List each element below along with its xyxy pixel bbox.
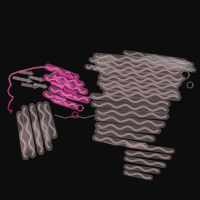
FancyArrow shape — [63, 87, 78, 96]
FancyArrow shape — [28, 75, 45, 83]
FancyArrow shape — [50, 80, 66, 90]
FancyArrow shape — [21, 82, 40, 89]
FancyArrow shape — [19, 70, 34, 76]
FancyArrow shape — [33, 82, 48, 89]
FancyArrow shape — [12, 76, 34, 84]
FancyArrow shape — [54, 94, 67, 103]
FancyArrow shape — [57, 70, 75, 80]
